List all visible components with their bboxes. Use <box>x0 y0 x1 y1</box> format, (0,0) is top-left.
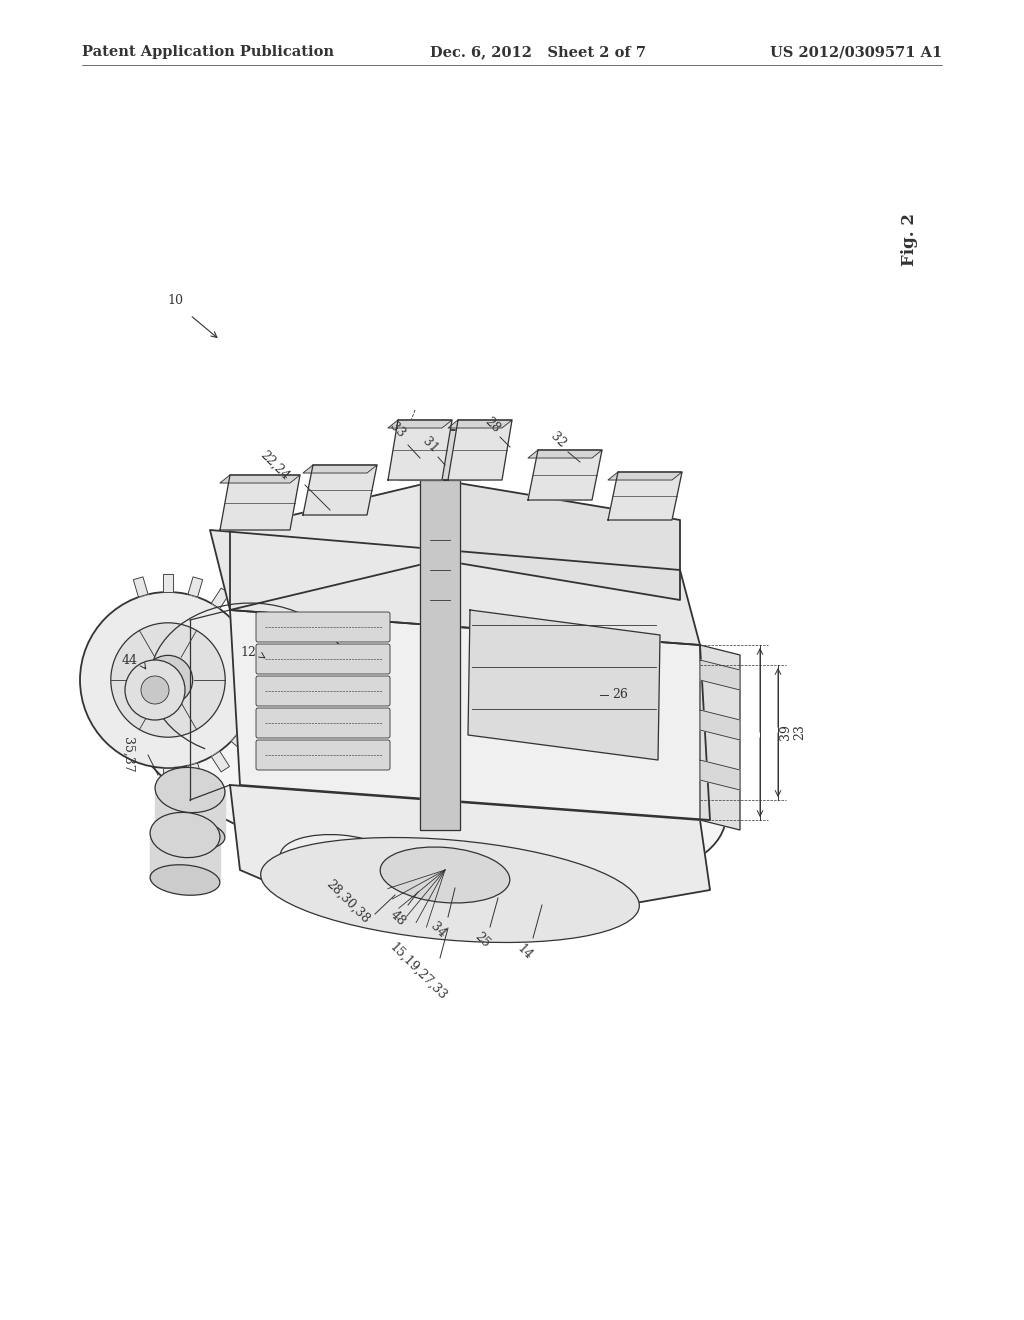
Polygon shape <box>220 475 300 483</box>
Text: Fig. 2: Fig. 2 <box>901 214 919 267</box>
Ellipse shape <box>151 865 220 895</box>
Ellipse shape <box>155 767 225 813</box>
Circle shape <box>143 655 193 705</box>
Polygon shape <box>211 589 229 609</box>
Text: 23: 23 <box>794 725 807 741</box>
Circle shape <box>111 623 225 737</box>
Polygon shape <box>449 420 512 428</box>
Text: 28: 28 <box>481 414 502 436</box>
Polygon shape <box>700 760 740 789</box>
Ellipse shape <box>261 837 639 942</box>
Text: 14: 14 <box>515 941 536 962</box>
Text: 25: 25 <box>472 929 493 950</box>
Polygon shape <box>230 785 710 931</box>
Polygon shape <box>388 420 452 428</box>
Text: 39: 39 <box>778 725 792 741</box>
Polygon shape <box>303 465 377 473</box>
Polygon shape <box>420 480 460 830</box>
Circle shape <box>125 660 185 719</box>
Text: 48: 48 <box>388 908 409 928</box>
Text: 15,19,27,33: 15,19,27,33 <box>387 941 450 1003</box>
Polygon shape <box>210 531 700 645</box>
Ellipse shape <box>380 847 510 903</box>
FancyBboxPatch shape <box>256 741 390 770</box>
Polygon shape <box>155 789 225 836</box>
Text: 28,30,38: 28,30,38 <box>324 878 373 927</box>
Text: 26: 26 <box>612 689 628 701</box>
Polygon shape <box>254 688 273 700</box>
Circle shape <box>141 676 169 704</box>
Polygon shape <box>528 450 602 458</box>
FancyBboxPatch shape <box>256 676 390 706</box>
Polygon shape <box>468 610 660 760</box>
Polygon shape <box>188 577 203 597</box>
Text: 35,37: 35,37 <box>122 737 134 772</box>
Polygon shape <box>231 734 251 754</box>
Polygon shape <box>188 763 203 783</box>
Text: 33: 33 <box>387 420 408 441</box>
Polygon shape <box>700 645 740 830</box>
FancyBboxPatch shape <box>256 644 390 675</box>
Ellipse shape <box>155 820 225 850</box>
Ellipse shape <box>151 812 220 858</box>
FancyBboxPatch shape <box>256 708 390 738</box>
Circle shape <box>80 591 256 768</box>
Polygon shape <box>388 420 452 480</box>
Text: 10: 10 <box>167 293 183 306</box>
Text: 32: 32 <box>548 430 568 450</box>
Polygon shape <box>254 660 273 672</box>
Text: 12: 12 <box>240 645 256 659</box>
Text: 44: 44 <box>122 653 138 667</box>
Polygon shape <box>230 610 710 820</box>
Polygon shape <box>163 574 173 591</box>
Polygon shape <box>440 480 680 601</box>
Ellipse shape <box>281 834 399 886</box>
Polygon shape <box>700 660 740 690</box>
Text: 34: 34 <box>428 920 449 940</box>
Polygon shape <box>220 475 300 531</box>
Ellipse shape <box>134 649 726 890</box>
Polygon shape <box>400 430 480 480</box>
Polygon shape <box>230 480 440 610</box>
Polygon shape <box>608 473 682 520</box>
Polygon shape <box>303 465 377 515</box>
Polygon shape <box>608 473 682 480</box>
Text: Dec. 6, 2012   Sheet 2 of 7: Dec. 6, 2012 Sheet 2 of 7 <box>430 45 646 59</box>
Polygon shape <box>700 710 740 741</box>
Polygon shape <box>231 607 251 626</box>
Text: US 2012/0309571 A1: US 2012/0309571 A1 <box>770 45 942 59</box>
Text: 31: 31 <box>420 434 440 455</box>
Polygon shape <box>163 768 173 785</box>
Text: Patent Application Publication: Patent Application Publication <box>82 45 334 59</box>
Text: 22,24: 22,24 <box>258 447 292 482</box>
Polygon shape <box>133 577 148 597</box>
Polygon shape <box>246 711 266 729</box>
Polygon shape <box>246 631 266 648</box>
Polygon shape <box>528 450 602 500</box>
Polygon shape <box>211 751 229 772</box>
FancyBboxPatch shape <box>256 612 390 642</box>
Polygon shape <box>449 420 512 480</box>
Polygon shape <box>150 836 220 880</box>
